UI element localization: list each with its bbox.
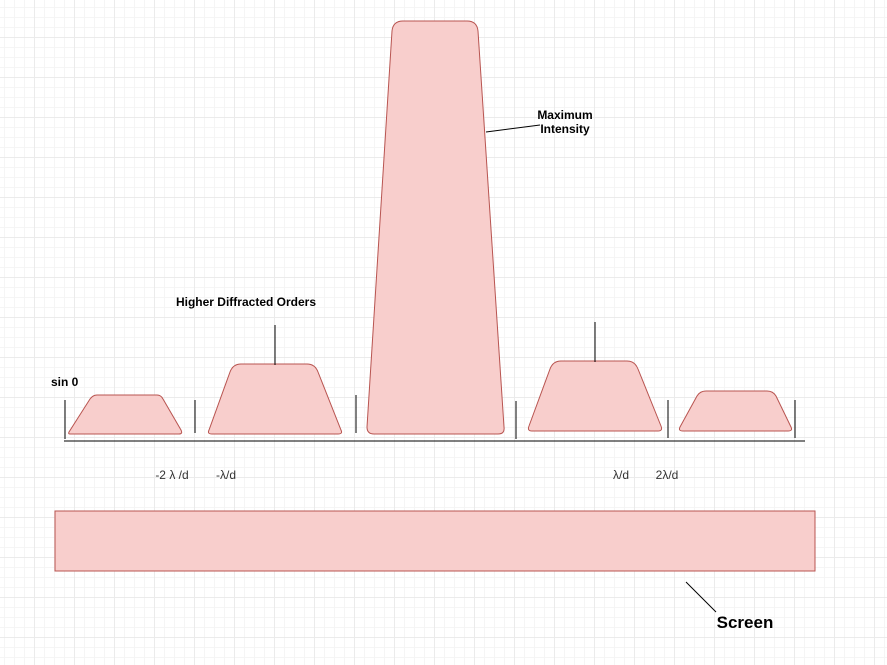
max-intensity-pointer bbox=[485, 124, 541, 133]
peak-order-minus-1 bbox=[207, 363, 343, 435]
tick-label-minus-2: -2 λ /d bbox=[155, 468, 188, 482]
screen-rectangle bbox=[54, 510, 816, 572]
higher-orders-label: Higher Diffracted Orders bbox=[176, 295, 316, 309]
peak-order-plus-2 bbox=[678, 390, 793, 432]
peak-central-maximum bbox=[366, 20, 505, 435]
screen-label: Screen bbox=[717, 613, 774, 632]
tick-label-plus-1: λ/d bbox=[613, 468, 629, 482]
tick-label-plus-2: 2λ/d bbox=[656, 468, 679, 482]
peak-order-plus-1 bbox=[527, 360, 663, 432]
tick-label-minus-1: -λ/d bbox=[216, 468, 236, 482]
peak-order-minus-2 bbox=[68, 394, 183, 435]
max-intensity-label-line1: Maximum bbox=[537, 108, 592, 122]
screen-pointer bbox=[685, 581, 717, 613]
sin-theta-label: sin 0 bbox=[51, 375, 79, 389]
max-intensity-label-line2: Intensity bbox=[540, 122, 590, 136]
